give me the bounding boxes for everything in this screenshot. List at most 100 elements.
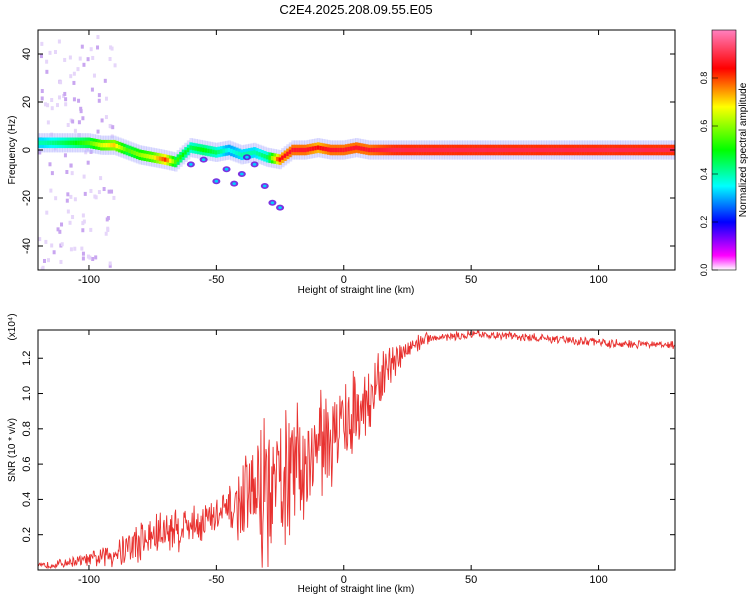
ridge-core <box>334 147 339 153</box>
ridge-core <box>263 154 267 159</box>
ridge-core <box>584 147 588 153</box>
ridge-core <box>653 147 657 153</box>
noise-cell <box>89 227 93 232</box>
ridge-core <box>617 147 621 153</box>
ridge-core <box>347 146 351 152</box>
ridge-core <box>650 147 655 153</box>
noise-cell <box>59 80 63 85</box>
ridge-core <box>548 147 553 153</box>
ridge-core <box>518 147 522 153</box>
ridge-core <box>405 147 410 153</box>
ridge-core <box>604 147 609 153</box>
ridge-core <box>105 143 109 148</box>
ridge-core <box>46 140 51 145</box>
noise-cell <box>89 47 93 52</box>
ridge-core <box>581 147 586 153</box>
noise-cell <box>83 191 87 196</box>
ridge-core <box>314 145 318 151</box>
noise-cell <box>57 95 61 100</box>
ridge-core <box>411 147 415 153</box>
colorbar-tick-label: 0.4 <box>699 168 709 181</box>
ridge-core <box>418 147 423 153</box>
noise-cell <box>96 129 100 134</box>
ridge-core <box>240 152 244 157</box>
ridge-core <box>500 147 504 153</box>
ridge-core <box>54 140 58 145</box>
noise-cell <box>79 109 83 114</box>
ridge-core <box>395 147 400 153</box>
ridge-core <box>655 147 660 153</box>
noise-cell <box>89 149 93 154</box>
ridge-core <box>454 147 458 153</box>
noise-cell <box>104 115 108 120</box>
ridge-core <box>589 147 593 153</box>
noise-cell <box>81 256 85 261</box>
noise-cell <box>110 134 114 139</box>
ridge-core <box>525 147 530 153</box>
noise-cell <box>66 209 70 214</box>
ridge-core <box>528 147 532 153</box>
ridge-core <box>326 147 331 152</box>
noise-cell <box>84 150 88 155</box>
noise-cell <box>73 246 77 251</box>
ridge-core <box>510 147 514 153</box>
ridge-core <box>242 152 247 157</box>
noise-cell <box>41 265 45 270</box>
ridge-core <box>118 144 122 150</box>
ridge-core <box>270 156 275 161</box>
noise-cell <box>82 219 86 224</box>
y-tick-label: 0.6 <box>21 456 33 471</box>
scatter-core <box>240 172 244 176</box>
ridge-core <box>44 140 48 145</box>
ridge-core <box>166 158 170 163</box>
ridge-core <box>281 155 285 160</box>
ridge-core <box>563 147 568 153</box>
ridge-core <box>41 140 46 145</box>
ridge-core <box>163 157 168 162</box>
ridge-core <box>130 149 135 155</box>
ridge-core <box>161 156 165 162</box>
ridge-core <box>321 146 326 151</box>
ridge-core <box>469 147 474 153</box>
noise-cell <box>107 189 111 194</box>
noise-cell <box>40 41 44 46</box>
ridge-core <box>100 143 104 148</box>
ridge-core <box>553 147 558 153</box>
ridge-core <box>316 145 321 150</box>
ridge-core <box>151 155 155 160</box>
ridge-core <box>189 145 193 150</box>
noise-cell <box>46 103 50 108</box>
ridge-core <box>365 147 369 152</box>
ridge-core <box>375 147 379 153</box>
ridge-core <box>619 147 624 153</box>
x-tick-label: 100 <box>589 574 607 586</box>
ridge-core <box>377 147 382 153</box>
noise-cell <box>50 243 54 248</box>
x-tick-label: 0 <box>341 574 347 586</box>
x-tick-label: 0 <box>341 274 347 286</box>
ridge-core <box>171 159 176 164</box>
ridge-core <box>367 147 372 153</box>
ridge-core <box>385 147 390 153</box>
scatter-core <box>278 206 282 210</box>
ridge-core <box>660 147 665 153</box>
ridge-core <box>558 147 563 153</box>
ridge-core <box>319 145 323 151</box>
scatter-core <box>232 182 236 186</box>
ridge-core <box>530 147 535 153</box>
ridge-core <box>293 147 298 153</box>
ridge-core <box>357 145 362 151</box>
noise-cell <box>64 102 68 107</box>
noise-cell <box>106 216 110 221</box>
ridge-core <box>648 147 652 153</box>
ridge-core <box>222 148 227 154</box>
colorbar-ramp <box>711 29 737 271</box>
ridge-core <box>133 150 137 156</box>
ridge-core <box>622 147 627 153</box>
ridge-core <box>477 147 481 153</box>
ridge-core <box>484 147 489 153</box>
noise-cell <box>108 263 112 268</box>
ridge-core <box>449 147 453 153</box>
scatter-core <box>224 167 229 171</box>
scatter-core <box>214 179 219 183</box>
